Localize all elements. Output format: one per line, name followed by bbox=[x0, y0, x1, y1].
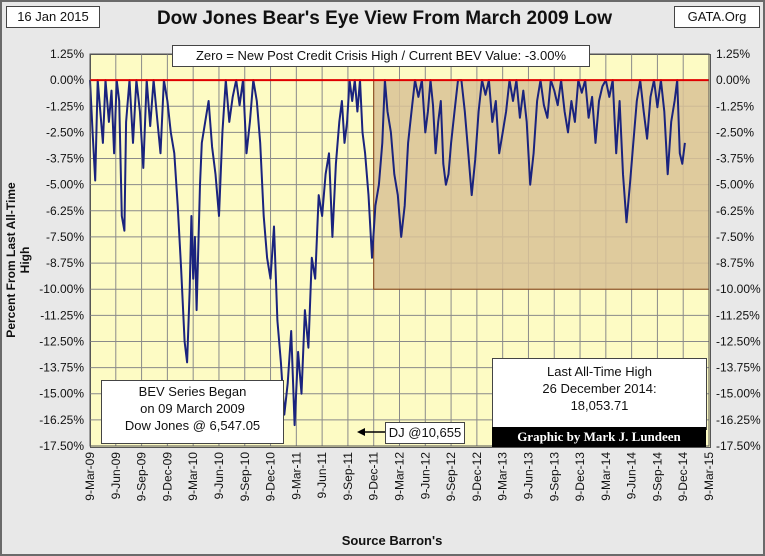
y-tick-label-left: -3.75% bbox=[46, 152, 84, 166]
annotation-dj-low: DJ @10,655 bbox=[385, 422, 465, 444]
y-tick-label-left: -13.75% bbox=[39, 361, 84, 375]
annotation-began-line-3: Dow Jones @ 6,547.05 bbox=[124, 418, 261, 433]
y-tick-label-right: -2.50% bbox=[716, 125, 754, 139]
y-tick-label-left: 1.25% bbox=[50, 47, 84, 61]
credit-label: Graphic by Mark J. Lundeen bbox=[492, 427, 706, 447]
x-tick-label: 9-Mar-15 bbox=[702, 452, 716, 501]
x-tick-label: 9-Mar-11 bbox=[289, 452, 303, 500]
x-tick-label: 9-Sep-11 bbox=[341, 452, 355, 501]
y-tick-label-right: -3.75% bbox=[716, 152, 754, 166]
annotation-series-began: BEV Series Began on 09 March 2009 Dow Jo… bbox=[101, 380, 284, 444]
annotation-ath-line-2: 26 December 2014: bbox=[542, 381, 657, 396]
y-tick-label-left: -6.25% bbox=[46, 204, 84, 218]
x-tick-label: 9-Dec-10 bbox=[264, 452, 278, 502]
x-tick-label: 9-Sep-12 bbox=[444, 452, 458, 502]
y-tick-label-right: -10.00% bbox=[716, 282, 761, 296]
x-tick-label: 9-Sep-10 bbox=[238, 452, 252, 502]
x-tick-label: 9-Sep-14 bbox=[650, 452, 664, 502]
series-line-dow-jones bbox=[89, 79, 686, 427]
y-tick-label-right: -15.00% bbox=[716, 387, 761, 401]
y-tick-label-left: 0.00% bbox=[50, 73, 84, 87]
y-tick-label-right: -8.75% bbox=[716, 256, 754, 270]
date-label: 16 Jan 2015 bbox=[6, 6, 100, 28]
y-tick-label-right: -17.50% bbox=[716, 439, 761, 453]
chart-subtitle: Zero = New Post Credit Crisis High / Cur… bbox=[172, 45, 590, 67]
x-tick-label: 9-Jun-13 bbox=[521, 452, 535, 500]
y-tick-label-left: -8.75% bbox=[46, 256, 84, 270]
x-tick-label: 9-Jun-09 bbox=[109, 452, 123, 500]
x-tick-label: 9-Mar-12 bbox=[393, 452, 407, 501]
annotation-began-line-1: BEV Series Began bbox=[138, 384, 247, 399]
x-tick-label: 9-Jun-10 bbox=[212, 452, 226, 500]
x-tick-label: 9-Mar-14 bbox=[599, 452, 613, 501]
y-tick-label-right: -6.25% bbox=[716, 204, 754, 218]
y-tick-label-right: -12.50% bbox=[716, 334, 761, 348]
y-axis-label: Percent From Last All-Time High bbox=[4, 182, 32, 338]
chart-title: Dow Jones Bear's Eye View From March 200… bbox=[156, 8, 613, 29]
y-tick-label-right: -7.50% bbox=[716, 230, 754, 244]
x-tick-label: 9-Dec-11 bbox=[367, 452, 381, 501]
x-tick-label: 9-Dec-12 bbox=[470, 452, 484, 502]
y-tick-label-right: -16.25% bbox=[716, 413, 761, 427]
x-tick-label: 9-Dec-09 bbox=[160, 452, 174, 502]
y-tick-label-left: -10.00% bbox=[39, 282, 84, 296]
x-tick-label: 9-Sep-09 bbox=[135, 452, 149, 502]
y-tick-label-left: -12.50% bbox=[39, 334, 84, 348]
source-site-label: GATA.Org bbox=[674, 6, 760, 28]
y-tick-label-right: -1.25% bbox=[716, 99, 754, 113]
annotation-all-time-high: Last All-Time High 26 December 2014: 18,… bbox=[492, 358, 707, 430]
y-tick-label-right: -13.75% bbox=[716, 361, 761, 375]
dj-arrow-head bbox=[357, 428, 365, 436]
annotation-ath-line-1: Last All-Time High bbox=[547, 364, 652, 379]
y-tick-label-left: -11.25% bbox=[40, 308, 84, 322]
x-tick-label: 9-Dec-14 bbox=[676, 452, 690, 502]
y-tick-label-left: -7.50% bbox=[46, 230, 84, 244]
y-tick-label-left: -5.00% bbox=[46, 178, 84, 192]
x-tick-label: 9-Mar-13 bbox=[496, 452, 510, 501]
x-tick-label: 9-Jun-14 bbox=[625, 452, 639, 500]
annotation-ath-line-3: 18,053.71 bbox=[570, 398, 629, 413]
y-tick-label-right: -5.00% bbox=[716, 178, 754, 192]
x-tick-label: 9-Mar-09 bbox=[83, 452, 97, 501]
y-tick-label-right: 0.00% bbox=[716, 73, 750, 87]
x-tick-label: 9-Mar-10 bbox=[186, 452, 200, 501]
x-tick-label: 9-Jun-12 bbox=[418, 452, 432, 500]
y-tick-label-left: -16.25% bbox=[39, 413, 84, 427]
y-tick-label-right: 1.25% bbox=[716, 47, 750, 61]
y-tick-label-right: -11.25% bbox=[716, 308, 760, 322]
y-tick-label-left: -15.00% bbox=[39, 387, 84, 401]
annotation-began-line-2: on 09 March 2009 bbox=[140, 401, 245, 416]
x-tick-label: 9-Dec-13 bbox=[573, 452, 587, 502]
x-axis-label: Source Barron's bbox=[341, 533, 443, 548]
y-tick-label-left: -1.25% bbox=[46, 99, 84, 113]
y-tick-label-left: -2.50% bbox=[46, 125, 84, 139]
x-tick-label: 9-Jun-11 bbox=[315, 452, 329, 499]
x-tick-label: 9-Sep-13 bbox=[547, 452, 561, 502]
y-tick-label-left: -17.50% bbox=[39, 439, 84, 453]
